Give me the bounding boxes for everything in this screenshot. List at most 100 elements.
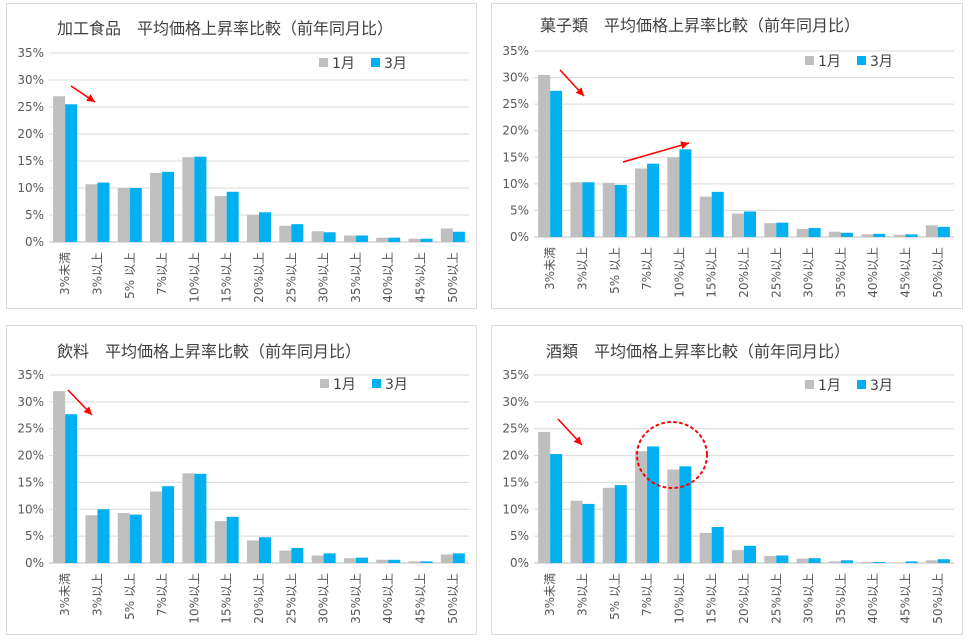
bar-jan-4 [667,469,680,563]
bar-mar-3 [162,171,175,242]
bar-jan-11 [893,234,906,237]
bar-jan-11 [408,238,421,242]
chart-panel-alcohol: 酒類 平均価格上昇率比較（前年同月比） 0% 5% 10% 15% 20% 25% 30% 35… [491,325,963,635]
bar-mar-0 [550,453,563,563]
y-tick-label: 10% [502,502,529,516]
x-category-label: 10%以上 [187,252,201,303]
x-category-label: 15%以上 [220,573,234,624]
x-category-label: 45%以上 [414,252,428,303]
legend-label-jan: 1月 [818,378,841,394]
x-category-label: 3%未満 [58,573,72,616]
bar-mar-4 [679,149,692,237]
x-category-label: 3%以上 [575,247,589,290]
y-tick-label: 25% [17,100,44,114]
bar-mar-10 [873,561,886,563]
x-category-label: 7%以上 [640,247,654,290]
x-category-label: 20%以上 [737,247,751,298]
bar-mar-2 [614,184,627,237]
x-category-label: 35%以上 [349,252,363,303]
x-category-label: 15%以上 [705,573,719,624]
bar-jan-2 [117,188,130,242]
x-category-label: 25%以上 [769,247,783,298]
x-category-label: 3%未満 [543,247,557,290]
y-tick-label: 20% [502,449,529,463]
annotation-arrow-head [680,141,689,150]
x-category-label: 15%以上 [705,247,719,298]
bar-mar-0 [65,104,78,242]
bar-jan-9 [828,561,841,563]
chart-panel-beverages: 飲料 平均価格上昇率比較（前年同月比） 0% 5% 10% 15% 20% 25% 30% 35… [6,325,477,635]
chart-alcohol: 酒類 平均価格上昇率比較（前年同月比） 0% 5% 10% 15% 20% 25% 30% 35… [502,342,954,624]
bar-mar-12 [937,226,950,237]
x-category-label: 10%以上 [672,573,686,624]
x-category-label: 45%以上 [899,247,913,298]
annotation-arrow-head [83,406,92,415]
bar-jan-12 [440,554,453,563]
legend-swatch-mar [372,379,381,388]
bar-mar-10 [873,233,886,237]
bar-jan-5 [214,196,227,242]
bar-mar-6 [259,212,271,242]
y-tick-label: 5% [510,203,529,217]
y-tick-label: 15% [502,150,529,164]
bar-mar-4 [679,466,692,563]
bar-jan-8 [796,558,809,563]
y-tick-label: 15% [502,475,529,489]
y-tick-label: 0% [25,235,44,249]
x-category-label: 20%以上 [252,252,266,303]
y-tick-label: 15% [17,154,44,168]
x-category-label: 5% 以上 [608,247,622,294]
bar-jan-0 [538,74,551,238]
x-category-label: 40%以上 [381,252,395,303]
x-category-label: 40%以上 [866,247,880,298]
annotation-arrow-head [573,436,582,445]
annotation-arrow-head [575,87,584,96]
bar-mar-5 [711,191,724,237]
y-tick-label: 10% [502,177,529,191]
chart-beverages: 飲料 平均価格上昇率比較（前年同月比） 0% 5% 10% 15% 20% 25% 30% 35… [17,342,469,624]
legend-label-mar: 3月 [870,378,893,394]
bar-jan-3 [635,451,648,563]
y-tick-label: 30% [17,73,44,87]
bar-jan-2 [117,513,130,563]
y-tick-label: 5% [510,529,529,543]
bar-jan-7 [764,223,777,237]
annotation-dotted-circle [636,421,708,489]
bar-mar-8 [323,553,336,563]
y-tick-label: 30% [502,71,529,85]
y-tick-label: 10% [17,502,44,516]
bar-mar-10 [388,237,401,242]
bar-mar-6 [744,545,756,563]
x-category-label: 3%以上 [575,573,589,616]
bar-jan-11 [408,561,421,563]
y-tick-label: 25% [502,422,529,436]
x-category-label: 3%以上 [90,252,104,295]
y-tick-label: 20% [502,124,529,138]
x-category-label: 3%未満 [543,573,557,616]
x-category-label: 25%以上 [769,573,783,624]
y-tick-label: 25% [502,97,529,111]
bar-mar-2 [129,514,142,563]
x-category-label: 40%以上 [866,573,880,624]
x-category-label: 50%以上 [931,573,945,624]
bar-jan-8 [311,231,324,242]
bar-mar-11 [420,238,433,242]
bar-mar-6 [744,211,756,237]
x-category-label: 45%以上 [899,573,913,624]
chart-title: 飲料 平均価格上昇率比較（前年同月比） [57,342,361,361]
bar-jan-8 [796,229,809,237]
x-category-label: 3%以上 [90,573,104,616]
bar-mar-5 [711,527,724,563]
x-category-label: 7%以上 [640,573,654,616]
bar-jan-6 [732,213,744,237]
bar-mar-7 [776,222,789,237]
bar-mar-0 [550,90,563,237]
bar-mar-9 [840,232,853,237]
legend-swatch-mar [857,380,866,389]
bar-mar-6 [259,537,271,563]
bar-mar-1 [97,509,110,563]
bar-mar-3 [162,486,175,563]
x-category-label: 5% 以上 [123,573,137,620]
legend-swatch-jan [320,379,329,388]
x-category-label: 7%以上 [155,252,169,295]
